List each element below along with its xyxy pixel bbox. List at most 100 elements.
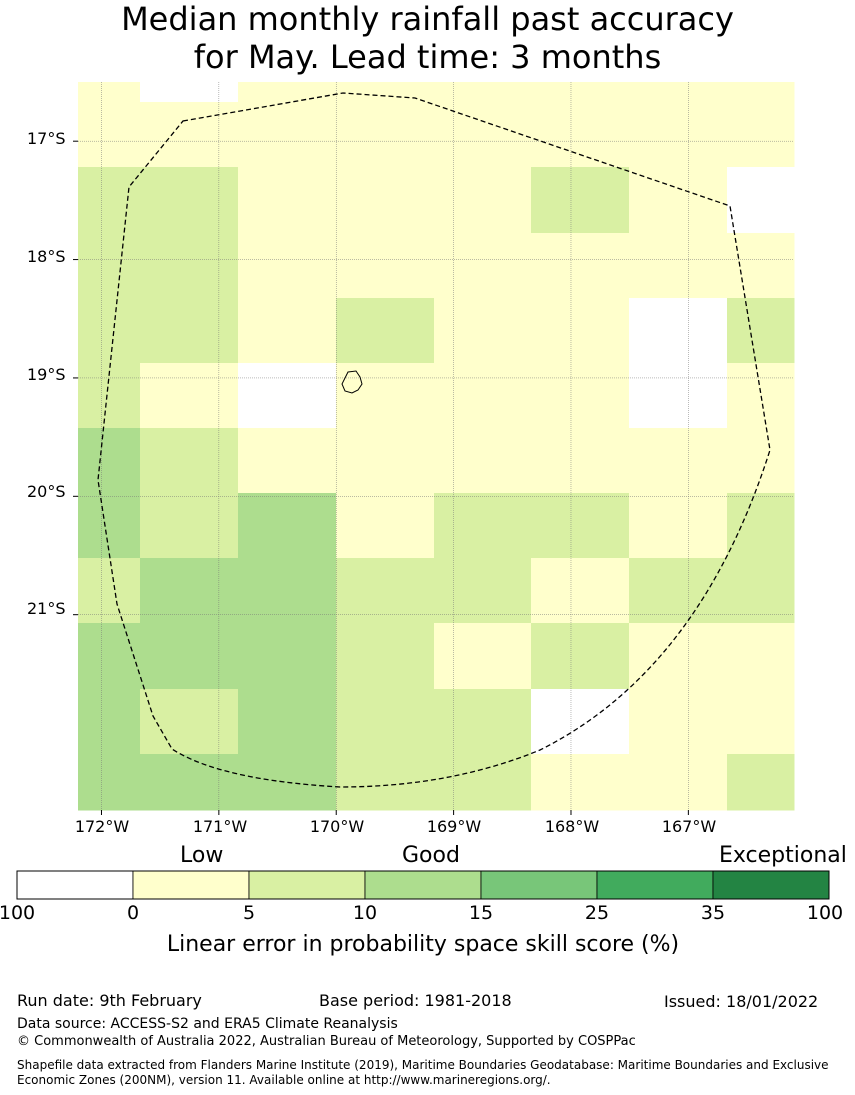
skill-cell (434, 233, 532, 299)
niue-island-outline (341, 370, 363, 394)
cb-tick-100-left: 100 (0, 902, 36, 924)
graticule (73, 82, 794, 815)
skill-cell (140, 298, 239, 364)
cb-tick-0: 0 (126, 902, 140, 924)
cb-tick-10: 10 (352, 902, 378, 924)
skill-cell (727, 233, 795, 299)
skill-cell (78, 428, 141, 494)
skill-cell (434, 558, 532, 624)
skill-cell (629, 167, 728, 234)
skill-cell (140, 363, 239, 429)
skill-cell (336, 167, 435, 234)
title-line-1: Median monthly rainfall past accuracy (121, 0, 734, 38)
skill-cell (140, 689, 239, 755)
base-period: Base period: 1981-2018 (319, 991, 512, 1010)
skill-cell (238, 167, 337, 234)
skill-cell (531, 754, 630, 811)
run-date: Run date: 9th February (17, 991, 202, 1010)
lon-label-171w: 171°W (192, 817, 248, 836)
skill-cell (434, 428, 532, 494)
skill-cell (727, 493, 795, 559)
colorbar (16, 870, 830, 900)
skill-cell (140, 102, 239, 168)
skill-cell (238, 233, 337, 299)
skill-cell (140, 233, 239, 299)
skill-cell (727, 428, 795, 494)
eez-boundary (97, 92, 771, 788)
skill-cell (727, 689, 795, 755)
colorbar-segment (132, 870, 250, 900)
lon-label-169w: 169°W (426, 817, 482, 836)
skill-cell (629, 233, 728, 299)
lat-label-20s: 20°S (27, 482, 66, 501)
skill-cell (434, 623, 532, 690)
skill-cell (434, 363, 532, 429)
skill-cell (336, 428, 435, 494)
skill-cell (629, 82, 728, 103)
skill-cell (629, 493, 728, 559)
skill-cell (434, 493, 532, 559)
lon-label-168w: 168°W (544, 817, 600, 836)
category-good: Good (402, 843, 460, 868)
skill-cell (78, 167, 141, 234)
colorbar-segment (364, 870, 482, 900)
skill-cell (140, 167, 239, 234)
skill-cell (140, 558, 239, 624)
skill-cell (238, 428, 337, 494)
skill-cell (336, 233, 435, 299)
skill-cell (78, 493, 141, 559)
lat-label-19s: 19°S (27, 365, 66, 384)
lat-label-17s: 17°S (27, 129, 66, 148)
skill-cell (336, 689, 435, 755)
skill-cell (531, 298, 630, 364)
category-exceptional: Exceptional (719, 843, 847, 868)
skill-cell (78, 623, 141, 690)
data-source: Data source: ACCESS-S2 and ERA5 Climate … (17, 1016, 398, 1032)
skill-cell (78, 754, 141, 811)
colorbar-segment (480, 870, 598, 900)
skill-cell (629, 363, 728, 429)
skill-cell (531, 167, 630, 234)
skill-cell (336, 298, 435, 364)
skill-cell (531, 558, 630, 624)
skill-cell (140, 754, 239, 811)
skill-cell (336, 623, 435, 690)
skill-cell (727, 623, 795, 690)
skill-cell (434, 298, 532, 364)
copyright: © Commonwealth of Australia 2022, Austra… (17, 1034, 636, 1049)
lon-label-170w: 170°W (309, 817, 365, 836)
skill-cell (238, 82, 337, 103)
skill-cell (727, 102, 795, 168)
colorbar-segment (16, 870, 134, 900)
skill-cell (531, 493, 630, 559)
skill-cell (727, 754, 795, 811)
skill-cell (78, 689, 141, 755)
title-line-2: for May. Lead time: 3 months (193, 38, 662, 76)
skill-cell (336, 363, 435, 429)
skill-cell (238, 493, 337, 559)
skill-cell (727, 558, 795, 624)
skill-cell (629, 428, 728, 494)
skill-cell (629, 102, 728, 168)
skill-cell (78, 298, 141, 364)
skill-cell (78, 558, 141, 624)
lon-label-167w: 167°W (661, 817, 717, 836)
cb-tick-15: 15 (468, 902, 494, 924)
skill-cell (140, 428, 239, 494)
skill-cell (238, 623, 337, 690)
skill-cell (238, 102, 337, 168)
lon-label-172w: 172°W (74, 817, 130, 836)
shapefile-credit: Shapefile data extracted from Flanders M… (17, 1058, 829, 1087)
colorbar-title: Linear error in probability space skill … (166, 932, 680, 957)
issued-date: Issued: 18/01/2022 (664, 992, 819, 1011)
skill-cell (336, 558, 435, 624)
cb-tick-25: 25 (584, 902, 610, 924)
skill-cell (78, 82, 141, 103)
skill-cell (434, 754, 532, 811)
skill-cell (531, 233, 630, 299)
colorbar-segment (596, 870, 714, 900)
skill-cell (434, 167, 532, 234)
skill-cell (140, 82, 239, 103)
skill-cell (727, 298, 795, 364)
colorbar-segment (712, 870, 830, 900)
